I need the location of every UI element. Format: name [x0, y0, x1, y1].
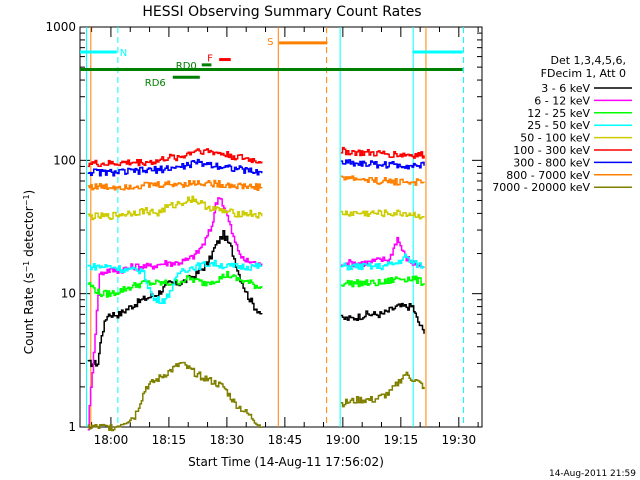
- plot-area: [79, 26, 483, 428]
- x-tick-label: 19:15: [384, 433, 419, 447]
- axis-ticks: [80, 27, 482, 428]
- x-axis-label: Start Time (14-Aug-11 17:56:02): [188, 455, 384, 469]
- series-line: [340, 175, 425, 186]
- band-label: RD6: [145, 78, 166, 89]
- series-line: [87, 259, 263, 305]
- chart-title: HESSI Observing Summary Count Rates: [142, 4, 421, 20]
- series-line: [340, 159, 425, 170]
- legend-title-line-1: Det 1,3,4,5,6,: [550, 54, 626, 67]
- legend-entry-label: 100 - 300 keV: [513, 144, 590, 157]
- series-line: [340, 209, 425, 220]
- x-tick-label: 19:30: [442, 433, 477, 447]
- band-label: S: [267, 37, 273, 48]
- y-tick-label: 10: [61, 287, 76, 301]
- plot-border: [79, 26, 483, 428]
- x-tick-labels: 18:00 18:15 18:30 18:45 19:00 19:15 19:30: [94, 433, 476, 447]
- legend-entry-label: 3 - 6 keV: [541, 82, 590, 95]
- band-label: N: [120, 48, 127, 59]
- x-tick-label: 18:15: [152, 433, 187, 447]
- legend-title-line-2: FDecim 1, Att 0: [541, 67, 626, 80]
- x-tick-label: 18:45: [268, 433, 303, 447]
- y-axis-label: Count Rate (s−1 detector−1): [22, 190, 36, 354]
- y-tick-labels: 1 10 100 1000: [45, 20, 76, 434]
- band-label: RD0: [176, 61, 197, 72]
- legend-entry-label: 800 - 7000 keV: [506, 169, 590, 182]
- series-line: [87, 197, 263, 431]
- series-line: [87, 148, 263, 168]
- y-tick-label: 100: [53, 153, 76, 167]
- boundary-lines: [86, 27, 464, 427]
- legend-entry-label: 6 - 12 keV: [534, 94, 590, 107]
- series-line: [87, 230, 263, 368]
- x-tick-label: 18:00: [94, 433, 129, 447]
- legend-entry-label: 12 - 25 keV: [527, 107, 590, 120]
- series-line: [87, 179, 263, 191]
- legend-entry-label: 300 - 800 keV: [513, 156, 590, 169]
- x-tick-label: 19:00: [326, 433, 361, 447]
- series-line: [340, 302, 425, 334]
- series-line: [87, 361, 263, 432]
- legend-entry-label: 25 - 50 keV: [527, 119, 590, 132]
- status-bands: N RD0 RD6 F S: [80, 37, 463, 89]
- legend-entry-label: 7000 - 20000 keV: [492, 181, 590, 194]
- series-lines: [87, 146, 425, 432]
- y-tick-label: 1000: [45, 20, 76, 34]
- series-line: [340, 146, 425, 159]
- series-line: [87, 195, 263, 221]
- footer-timestamp: 14-Aug-2011 21:59: [549, 469, 636, 479]
- legend: Det 1,3,4,5,6, FDecim 1, Att 0 3 - 6 keV…: [492, 54, 632, 194]
- series-line: [87, 158, 263, 177]
- x-tick-label: 18:30: [210, 433, 245, 447]
- y-tick-label: 1: [68, 420, 76, 434]
- legend-entry-label: 50 - 100 keV: [520, 132, 590, 145]
- band-label: F: [207, 54, 213, 65]
- series-line: [340, 371, 425, 408]
- series-line: [340, 253, 425, 271]
- series-line: [340, 275, 425, 288]
